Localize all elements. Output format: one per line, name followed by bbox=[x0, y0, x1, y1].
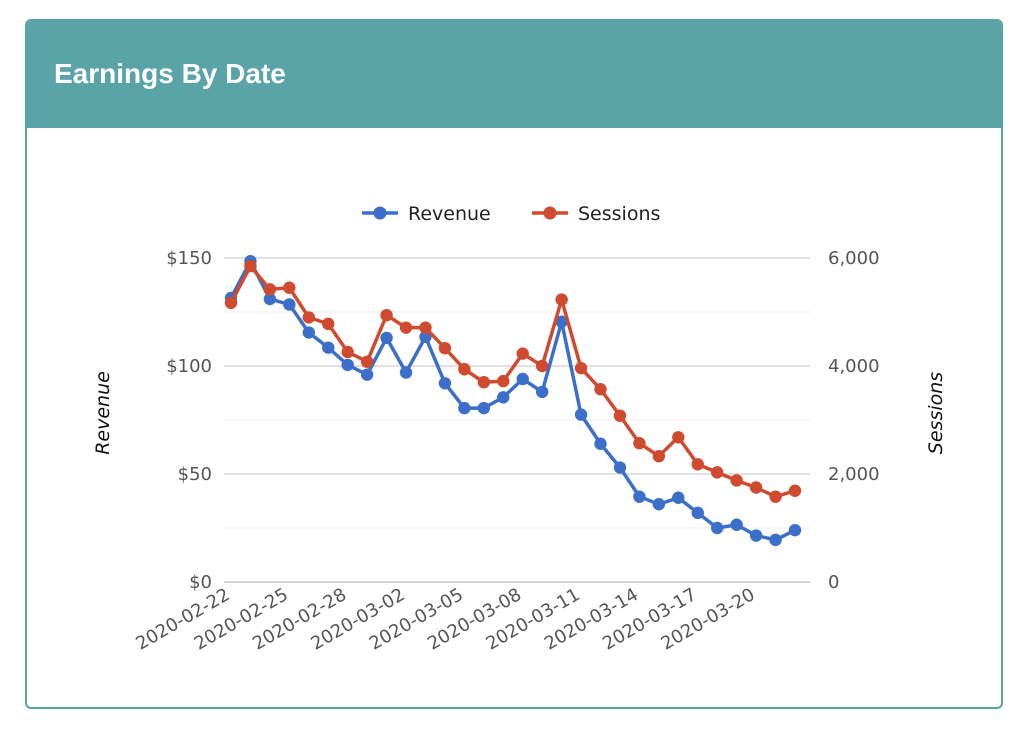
revenue-point bbox=[555, 315, 568, 328]
revenue-point bbox=[535, 385, 549, 399]
earnings-line-chart: $0 $50 $100 $150 0 2,000 4,000 6,000 2020-02-2… bbox=[92, 203, 947, 655]
grid-lines bbox=[224, 257, 810, 583]
left-axis-ticks: $0 $50 $100 $150 bbox=[166, 248, 212, 593]
sessions-point bbox=[691, 458, 704, 471]
sessions-point bbox=[244, 259, 257, 273]
sessions-point bbox=[360, 355, 374, 368]
revenue-point bbox=[516, 372, 529, 386]
sessions-point bbox=[224, 296, 238, 310]
right-tick-label: 0 bbox=[828, 572, 839, 593]
revenue-point bbox=[283, 298, 296, 311]
revenue-point bbox=[613, 461, 627, 474]
card-header: Earnings By Date bbox=[27, 21, 1001, 128]
sessions-point bbox=[711, 466, 724, 479]
right-axis-title: Sessions bbox=[925, 372, 947, 454]
sessions-point bbox=[574, 361, 588, 375]
sessions-point bbox=[594, 383, 607, 396]
revenue-point bbox=[749, 529, 763, 542]
revenue-point bbox=[497, 391, 510, 404]
revenue-point bbox=[633, 490, 646, 503]
right-tick-label: 4,000 bbox=[828, 356, 880, 377]
revenue-point bbox=[730, 518, 743, 531]
left-tick-label: $150 bbox=[166, 248, 212, 269]
sessions-point bbox=[399, 321, 413, 334]
revenue-point bbox=[438, 377, 452, 390]
revenue-point bbox=[652, 498, 666, 511]
revenue-point bbox=[399, 366, 413, 379]
legend-label: Sessions bbox=[578, 203, 660, 225]
right-tick-label: 6,000 bbox=[828, 248, 880, 269]
right-axis-ticks: 0 2,000 4,000 6,000 bbox=[828, 248, 880, 593]
revenue-point bbox=[263, 292, 277, 306]
revenue-point bbox=[419, 330, 432, 344]
revenue-point bbox=[322, 341, 335, 354]
sessions-point bbox=[263, 283, 277, 296]
revenue-point bbox=[594, 437, 607, 450]
revenue-point bbox=[711, 521, 724, 535]
revenue-point bbox=[380, 331, 393, 345]
sessions-point bbox=[730, 474, 743, 487]
revenue-point bbox=[691, 506, 704, 520]
sessions-point bbox=[516, 347, 529, 360]
revenue-point bbox=[341, 358, 354, 372]
sessions-point bbox=[788, 484, 802, 497]
sessions-point bbox=[633, 437, 646, 450]
series-sessions bbox=[224, 259, 802, 503]
sessions-point bbox=[555, 293, 568, 306]
sessions-point bbox=[341, 345, 354, 359]
sessions-point bbox=[438, 341, 452, 355]
card-title: Earnings By Date bbox=[54, 57, 286, 89]
sessions-point bbox=[419, 321, 432, 334]
sessions-point bbox=[769, 490, 782, 503]
sessions-point bbox=[283, 281, 296, 294]
left-tick-label: $0 bbox=[189, 572, 212, 593]
revenue-line bbox=[229, 259, 796, 542]
series-revenue bbox=[224, 255, 802, 547]
sessions-point bbox=[477, 376, 491, 389]
revenue-point bbox=[477, 401, 491, 415]
sessions-line bbox=[229, 264, 796, 499]
left-tick-label: $100 bbox=[166, 356, 212, 377]
earnings-card: Earnings By Date $0 $50 $100 $150 0 2,000 4,0… bbox=[25, 19, 1003, 709]
legend-swatch-dot bbox=[373, 206, 387, 220]
series-layer bbox=[224, 255, 802, 547]
left-axis-title: Revenue bbox=[92, 371, 114, 455]
revenue-point bbox=[302, 326, 315, 339]
left-tick-label: $50 bbox=[178, 464, 212, 485]
revenue-point bbox=[458, 401, 471, 415]
sessions-point bbox=[302, 311, 315, 324]
sessions-point bbox=[749, 481, 763, 494]
sessions-point bbox=[380, 309, 393, 322]
legend-item-sessions: Sessions bbox=[532, 203, 660, 225]
sessions-point bbox=[458, 363, 471, 376]
revenue-point bbox=[360, 368, 374, 381]
revenue-point bbox=[672, 491, 685, 504]
sessions-point bbox=[652, 449, 666, 463]
revenue-point bbox=[769, 533, 782, 547]
revenue-point bbox=[788, 523, 802, 537]
sessions-point bbox=[322, 317, 335, 331]
legend-item-revenue: Revenue bbox=[362, 203, 491, 225]
sessions-point bbox=[535, 359, 549, 373]
sessions-point bbox=[613, 409, 627, 422]
sessions-point bbox=[497, 374, 510, 388]
x-axis-ticks: 2020-02-222020-02-252020-02-282020-03-02… bbox=[132, 584, 758, 654]
revenue-point bbox=[574, 408, 588, 421]
legend: Revenue Sessions bbox=[362, 203, 660, 225]
legend-label: Revenue bbox=[408, 203, 491, 225]
legend-swatch-dot bbox=[543, 206, 557, 220]
sessions-point bbox=[672, 431, 685, 444]
right-tick-label: 2,000 bbox=[828, 464, 880, 485]
